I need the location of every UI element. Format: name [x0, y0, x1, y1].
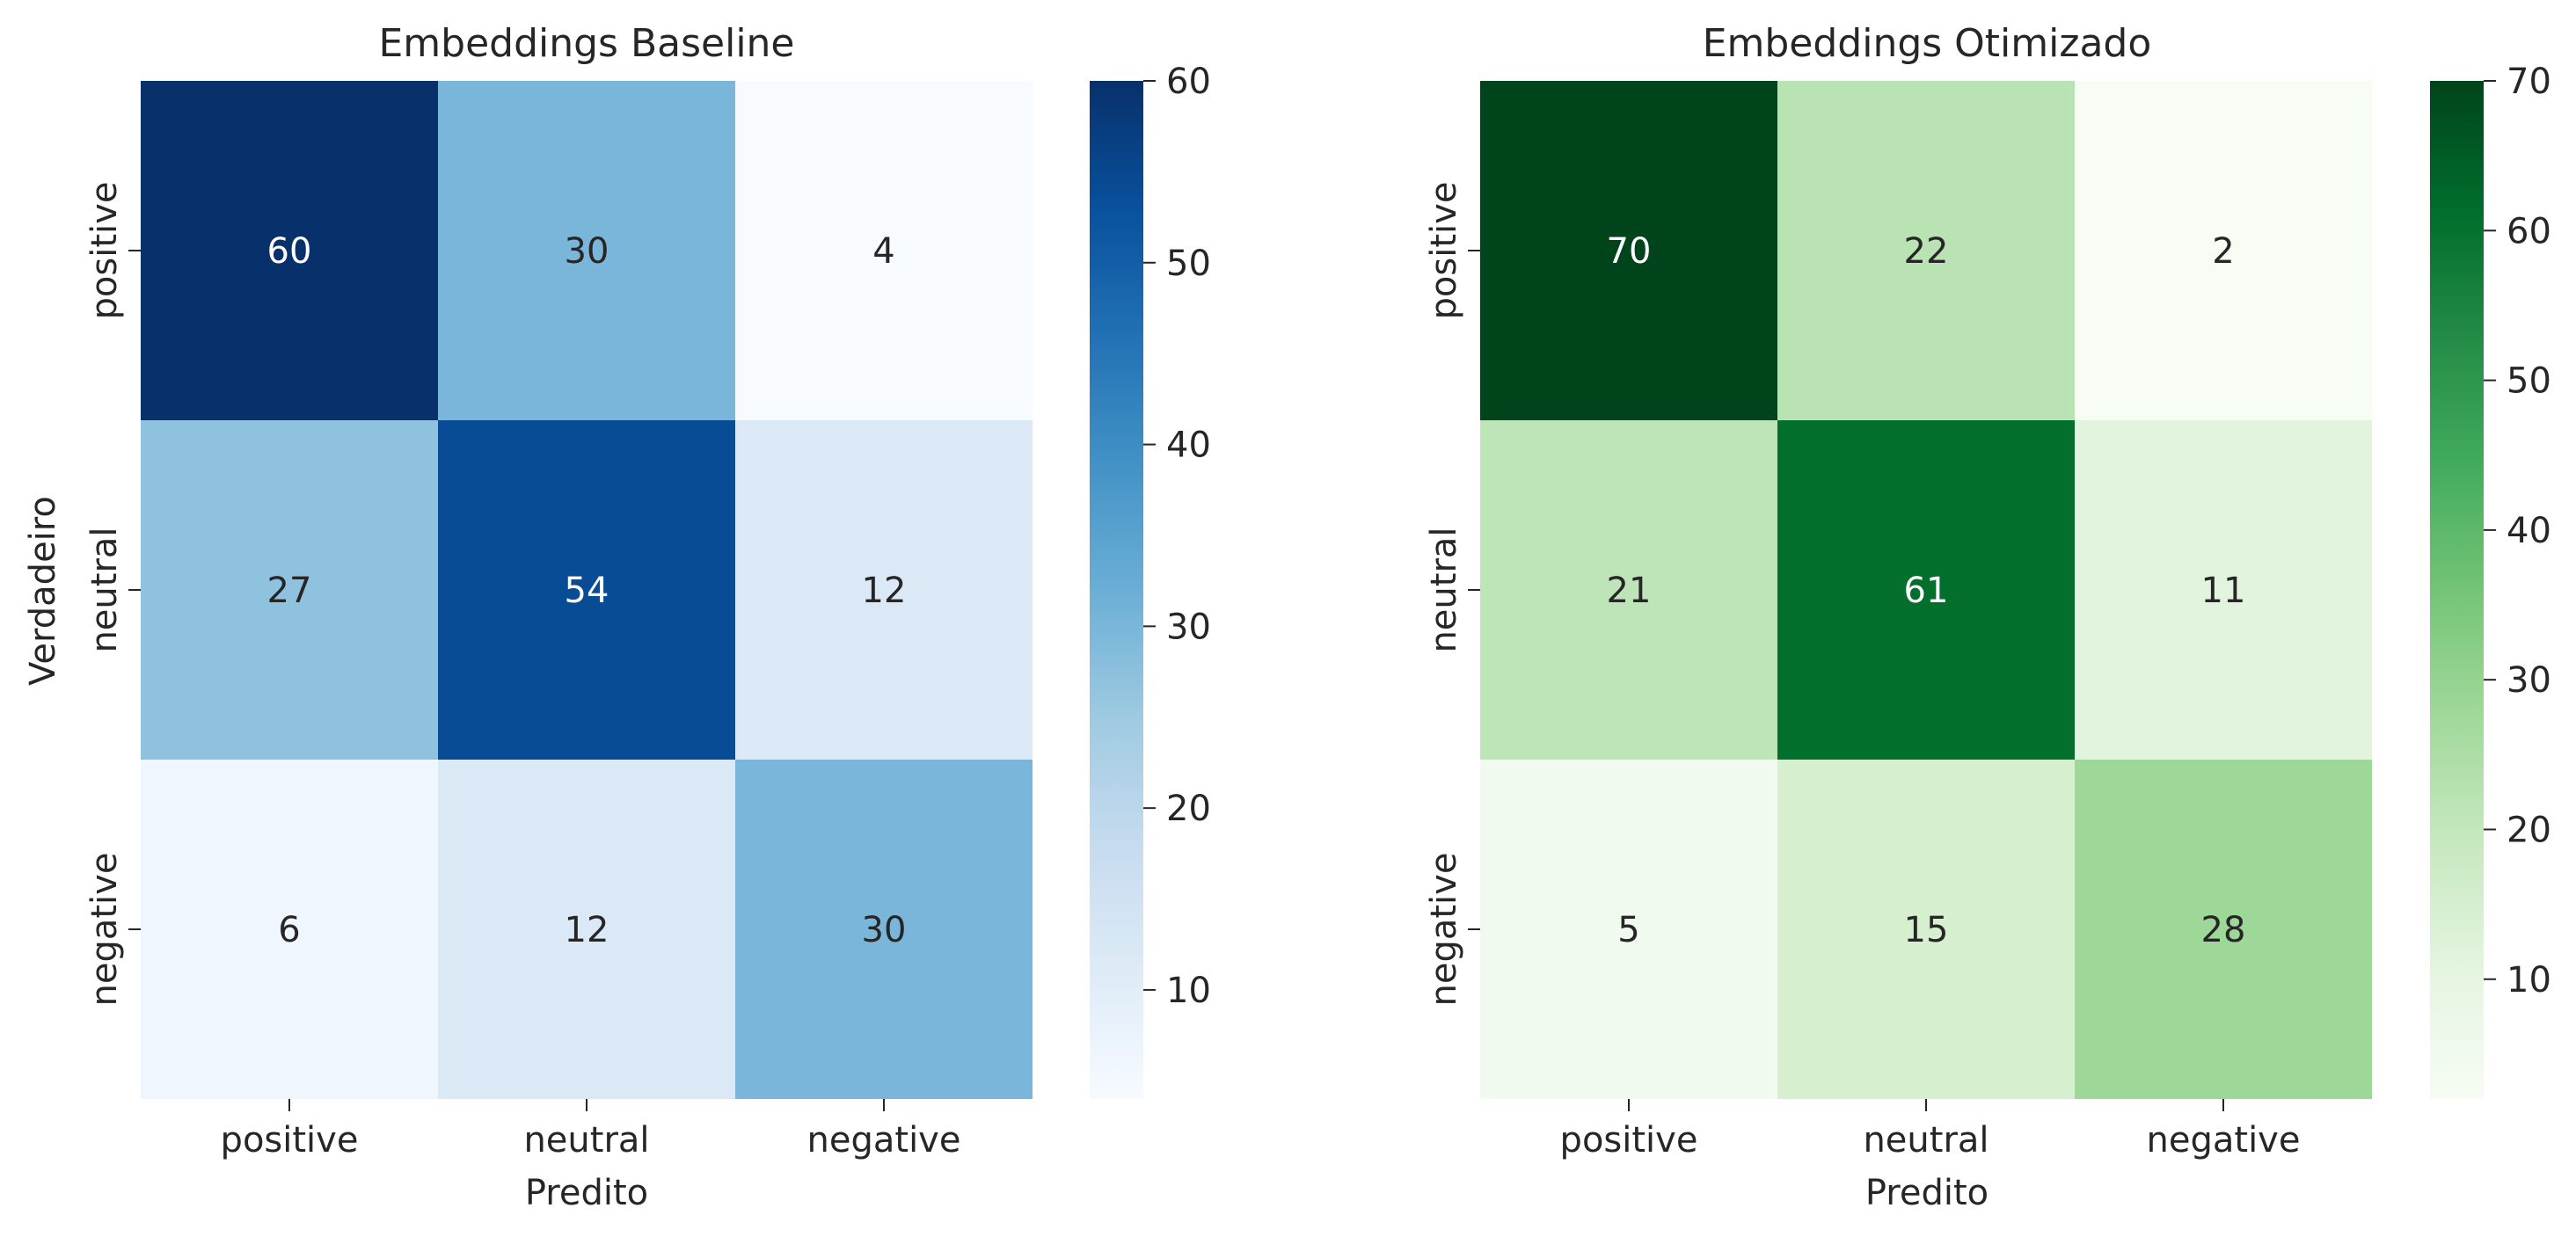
heatmap-cell — [2075, 81, 2372, 420]
cell-value-label: 4 — [872, 231, 894, 272]
cell-value-label: 30 — [565, 231, 609, 272]
cell-value-label: 2 — [2212, 231, 2234, 272]
y-tick-labels-otimizado: positive neutral negative — [1424, 182, 1480, 1007]
colorbar-gradient — [1090, 81, 1143, 1099]
heatmap-cell — [2075, 760, 2372, 1099]
cell-value-label: 12 — [565, 910, 609, 950]
cell-value-label: 30 — [862, 910, 907, 950]
heatmap-cell — [141, 760, 438, 1099]
chart-title-baseline: Embeddings Baseline — [378, 21, 794, 66]
heatmap-cells-otimizado: 70 22 221 61 115 15 28 — [1480, 81, 2372, 1099]
heatmap-cell — [438, 81, 735, 420]
y-axis-label-baseline: Verdadeiro — [23, 496, 63, 686]
colorbar-tick-label: 10 — [1166, 971, 1211, 1011]
colorbar-tick-label: 60 — [2507, 211, 2551, 251]
cell-value-label: 15 — [1904, 910, 1949, 950]
cell-value-label: 12 — [862, 571, 907, 611]
heatmap-cell — [735, 420, 1033, 760]
cell-value-label: 6 — [278, 910, 300, 950]
heatmap-cell — [2075, 420, 2372, 760]
heatmap-cell — [735, 760, 1033, 1099]
x-tick-label: positive — [221, 1120, 359, 1161]
colorbar-tick-label: 70 — [2507, 62, 2551, 102]
x-tick-labels-otimizado: positive neutral negative — [1560, 1099, 2301, 1161]
y-tick-label: positive — [1424, 182, 1464, 320]
colorbar-tick-label: 50 — [2507, 361, 2551, 402]
colorbar-tick-label: 20 — [1166, 789, 1211, 829]
heatmap-cell — [1777, 760, 2075, 1099]
colorbar-tick-label: 10 — [2507, 960, 2551, 1001]
heatmap-cell — [1480, 760, 1777, 1099]
cell-value-label: 11 — [2201, 571, 2246, 611]
y-tick-labels-baseline: positive neutral negative — [84, 182, 141, 1007]
y-tick-label: neutral — [1424, 527, 1464, 652]
x-tick-label: neutral — [523, 1120, 649, 1161]
cell-value-label: 22 — [1904, 231, 1949, 272]
x-tick-labels-baseline: positive neutral negative — [221, 1099, 961, 1161]
heatmap-panel-baseline: Embeddings Baseline Predito Verdadeiro 6… — [23, 21, 1211, 1213]
x-tick-label: positive — [1560, 1120, 1698, 1161]
cell-value-label: 21 — [1607, 571, 1652, 611]
heatmap-cell — [141, 420, 438, 760]
cell-value-label: 70 — [1607, 231, 1652, 272]
x-axis-label-otimizado: Predito — [1865, 1173, 1989, 1213]
heatmap-cell — [438, 420, 735, 760]
cell-value-label: 60 — [267, 231, 312, 272]
heatmap-cell — [735, 81, 1033, 420]
colorbar-otimizado: 10 20 30 40 50 60 70 — [2430, 62, 2551, 1099]
y-tick-label: negative — [84, 853, 125, 1007]
y-tick-label: negative — [1424, 853, 1464, 1007]
heatmap-cell — [1480, 420, 1777, 760]
colorbar-baseline: 10 20 30 40 50 60 — [1090, 62, 1211, 1099]
colorbar-tick-label: 40 — [2507, 511, 2551, 551]
heatmap-cell — [141, 81, 438, 420]
colorbar-tick-label: 20 — [2507, 810, 2551, 850]
colorbar-tick-label: 40 — [1166, 426, 1211, 466]
cell-value-label: 5 — [1617, 910, 1639, 950]
heatmap-cell — [438, 760, 735, 1099]
x-axis-label-baseline: Predito — [525, 1173, 648, 1213]
cell-value-label: 61 — [1904, 571, 1949, 611]
cell-value-label: 27 — [267, 571, 312, 611]
x-tick-label: negative — [807, 1120, 961, 1161]
colorbar-tick-label: 30 — [1166, 607, 1211, 647]
heatmap-panel-otimizado: Embeddings Otimizado Predito 70 22 221 61 11… — [1424, 21, 2551, 1213]
y-tick-label: positive — [84, 182, 125, 320]
y-tick-label: neutral — [84, 527, 125, 652]
x-tick-label: neutral — [1863, 1120, 1989, 1161]
colorbar-tick-label: 60 — [1166, 62, 1211, 102]
cell-value-label: 54 — [565, 571, 609, 611]
heatmap-cell — [1480, 81, 1777, 420]
cell-value-label: 28 — [2201, 910, 2246, 950]
colorbar-tick-label: 50 — [1166, 244, 1211, 284]
heatmap-cell — [1777, 81, 2075, 420]
heatmap-cell — [1777, 420, 2075, 760]
heatmap-cells-baseline: 60 30 4 27 54 12 6 12 30 — [141, 81, 1033, 1099]
chart-title-otimizado: Embeddings Otimizado — [1703, 21, 2152, 66]
x-tick-label: negative — [2147, 1120, 2301, 1161]
colorbar-tick-label: 30 — [2507, 660, 2551, 701]
colorbar-gradient — [2430, 81, 2484, 1099]
